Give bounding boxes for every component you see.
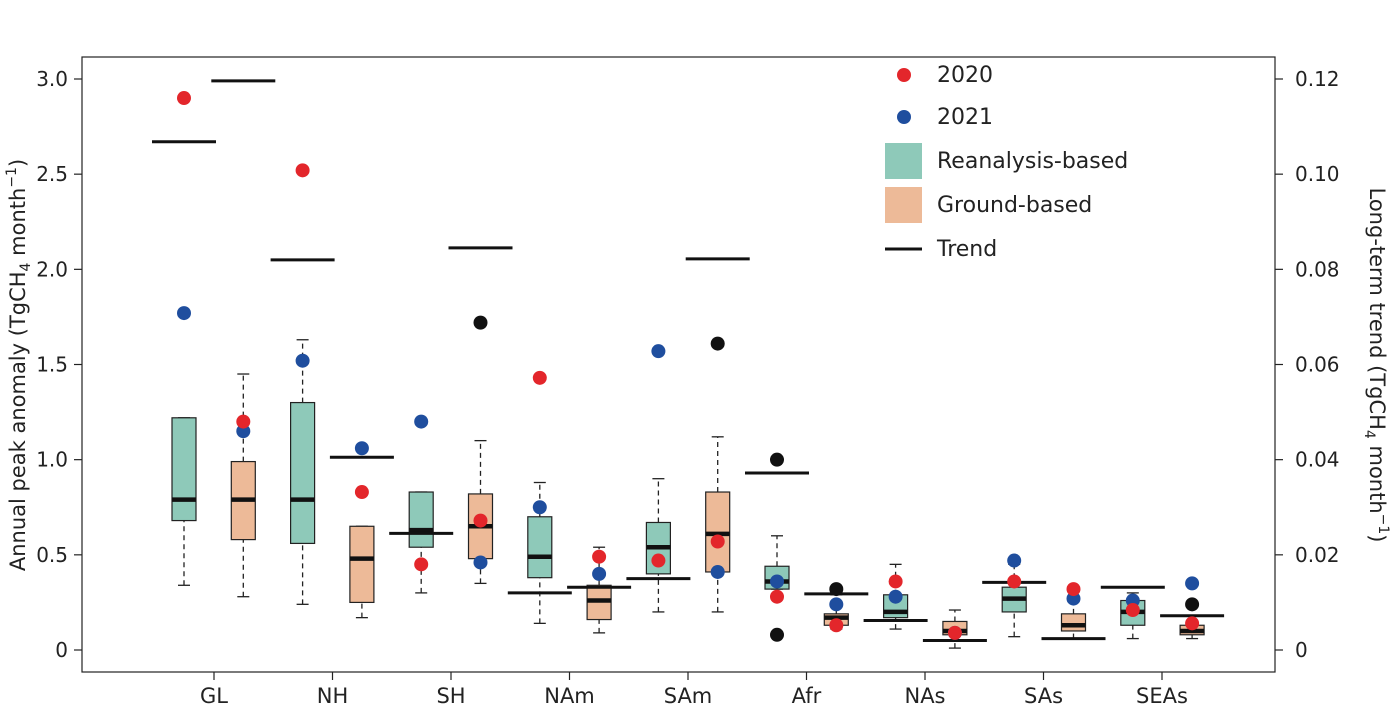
right-tick-label: 0 (1295, 638, 1308, 662)
outlier-point (770, 627, 784, 642)
outlier-point (770, 452, 784, 467)
legend-reanalysis-swatch (885, 143, 922, 179)
point-2020 (236, 414, 251, 429)
boxes-layer (171, 339, 1205, 649)
right-axis-title-main: Long-term trend (TgCH (1365, 187, 1389, 429)
left-axis-title-sup: −1 (4, 167, 20, 188)
legend-reanalysis-label: Reanalysis-based (937, 149, 1128, 174)
left-tick-label: 2.0 (36, 257, 68, 281)
left-axis-title-main: Annual peak anomaly (TgCH (6, 271, 30, 571)
point-2021 (710, 564, 725, 579)
point-2021 (354, 441, 369, 456)
left-axis-title-close: ) (6, 159, 30, 167)
point-2021 (295, 353, 310, 368)
legend-2021-swatch (897, 110, 911, 124)
legend-2021-label: 2021 (937, 105, 993, 130)
left-axis-title-sub: 4 (18, 262, 34, 271)
category-label-sas: SAs (1024, 684, 1063, 705)
legend-ground-swatch (885, 187, 922, 223)
point-2020 (1125, 603, 1140, 618)
point-2020 (1185, 616, 1200, 631)
box-sas-ground (1060, 613, 1087, 632)
right-axis-title: Long-term trend (TgCH4 month−1) (1361, 187, 1391, 542)
left-tick-label: 0.5 (36, 543, 68, 567)
outlier-point (829, 582, 844, 597)
category-label-sam: SAm (664, 684, 713, 705)
right-axis: 0 0.02 0.04 0.06 0.08 0.10 0.12 (1275, 67, 1340, 662)
point-2020 (473, 513, 488, 528)
category-labels: GL NH SH NAm SAm Afr NAs SAs SEAs (200, 672, 1188, 708)
point-2020 (651, 553, 666, 568)
right-tick-label: 0.06 (1295, 353, 1340, 377)
legend: 2020 2021 Reanalysis-based Ground-based … (885, 63, 1128, 262)
point-2020 (532, 370, 547, 385)
category-label-sh: SH (436, 684, 465, 705)
point-2021 (1185, 576, 1200, 591)
category-label-gl: GL (200, 684, 228, 705)
point-2020 (414, 557, 429, 572)
point-2021 (532, 500, 547, 515)
category-label-nh: NH (317, 684, 349, 705)
category-label-nam: NAm (544, 684, 595, 705)
left-axis-title: Annual peak anomaly (TgCH4 month−1) (4, 159, 34, 571)
right-tick-label: 0.02 (1295, 543, 1340, 567)
legend-2020-swatch (897, 68, 911, 82)
left-tick-label: 3.0 (36, 67, 68, 91)
right-axis-title-sub: 4 (1361, 430, 1377, 439)
point-2021 (829, 597, 844, 612)
category-label-seas: SEAs (1136, 684, 1188, 705)
outlier-point (710, 336, 725, 351)
point-2020 (888, 574, 903, 589)
point-2021 (177, 306, 191, 321)
trend-layer (152, 79, 1225, 642)
point-2020 (295, 163, 310, 178)
right-axis-title-unit: month (1365, 439, 1389, 514)
point-2021 (414, 414, 429, 429)
point-2020 (1007, 574, 1022, 589)
box-nh-ground (349, 525, 375, 604)
point-2021 (888, 589, 903, 604)
points-layer (177, 91, 1200, 642)
category-label-nas: NAs (904, 684, 945, 705)
right-tick-label: 0.04 (1295, 448, 1340, 472)
left-tick-label: 2.5 (36, 162, 68, 186)
point-2020 (710, 534, 725, 549)
left-tick-label: 0 (55, 638, 68, 662)
point-2020 (1066, 582, 1081, 597)
right-tick-label: 0.10 (1295, 162, 1340, 186)
box-nh-reanalysis (290, 401, 316, 545)
right-tick-label: 0.08 (1295, 257, 1340, 281)
point-2021 (1007, 553, 1022, 568)
category-label-afr: Afr (792, 684, 822, 705)
point-2020 (947, 625, 962, 640)
point-2021 (770, 574, 784, 589)
outlier-point (473, 315, 488, 330)
left-axis: 0 0.5 1.0 1.5 2.0 2.5 3.0 (36, 67, 82, 662)
point-2021 (473, 555, 488, 570)
point-2020 (829, 618, 844, 633)
box-nam-reanalysis (527, 516, 553, 579)
right-axis-title-close: ) (1365, 534, 1389, 542)
left-axis-title-unit: month (6, 188, 30, 263)
point-2020 (177, 91, 191, 106)
left-tick-label: 1.5 (36, 353, 68, 377)
right-axis-title-sup: −1 (1375, 514, 1391, 535)
point-2020 (592, 549, 607, 564)
legend-2020-label: 2020 (937, 63, 993, 88)
point-2020 (354, 485, 369, 500)
left-tick-label: 1.0 (36, 448, 68, 472)
box-sh-reanalysis (408, 491, 434, 548)
point-2021 (651, 344, 666, 359)
legend-trend-label: Trend (936, 237, 997, 262)
right-tick-label: 0.12 (1295, 67, 1340, 91)
point-2021 (592, 566, 607, 581)
point-2020 (770, 589, 784, 604)
box-gl-reanalysis (171, 417, 197, 522)
outlier-point (1185, 597, 1200, 612)
legend-ground-label: Ground-based (937, 193, 1092, 218)
